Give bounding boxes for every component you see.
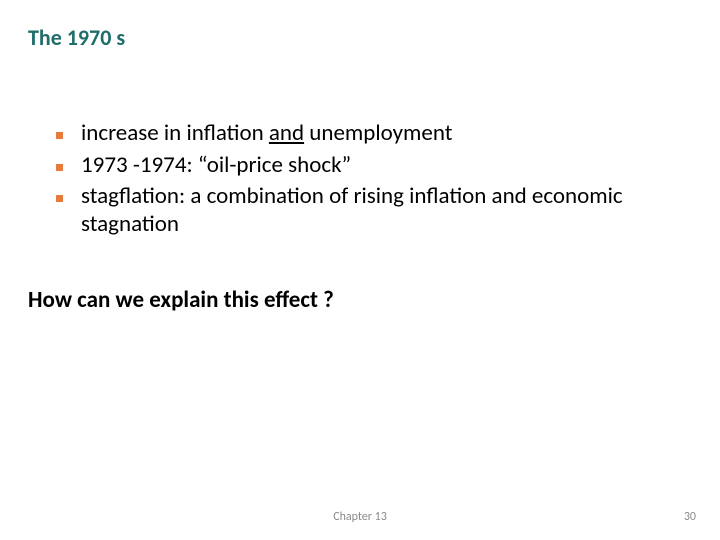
bullet-text: increase in inflation and unemployment	[81, 120, 680, 148]
footer-center: Chapter 13	[0, 510, 720, 524]
bullet-icon	[56, 164, 63, 171]
slide-title: The 1970 s	[28, 24, 125, 51]
bullet-text: stagflation: a combination of rising inf…	[81, 183, 680, 238]
bullet-post: unemployment	[304, 119, 452, 147]
bullet-list: increase in inflation and unemployment 1…	[56, 120, 680, 242]
list-item: stagflation: a combination of rising inf…	[56, 183, 680, 238]
bullet-pre: 1973 -1974: “oil-price shock”	[81, 151, 351, 179]
bullet-icon	[56, 195, 63, 202]
bullet-text: 1973 -1974: “oil-price shock”	[81, 152, 680, 180]
bullet-pre: increase in inflation	[81, 119, 269, 147]
bullet-pre: stagflation: a combination of rising inf…	[81, 182, 623, 238]
list-item: increase in inflation and unemployment	[56, 120, 680, 148]
bullet-underlined: and	[269, 119, 304, 147]
list-item: 1973 -1974: “oil-price shock”	[56, 152, 680, 180]
question-text: How can we explain this effect ?	[28, 286, 334, 314]
bullet-icon	[56, 132, 63, 139]
footer-page-number: 30	[684, 510, 696, 524]
